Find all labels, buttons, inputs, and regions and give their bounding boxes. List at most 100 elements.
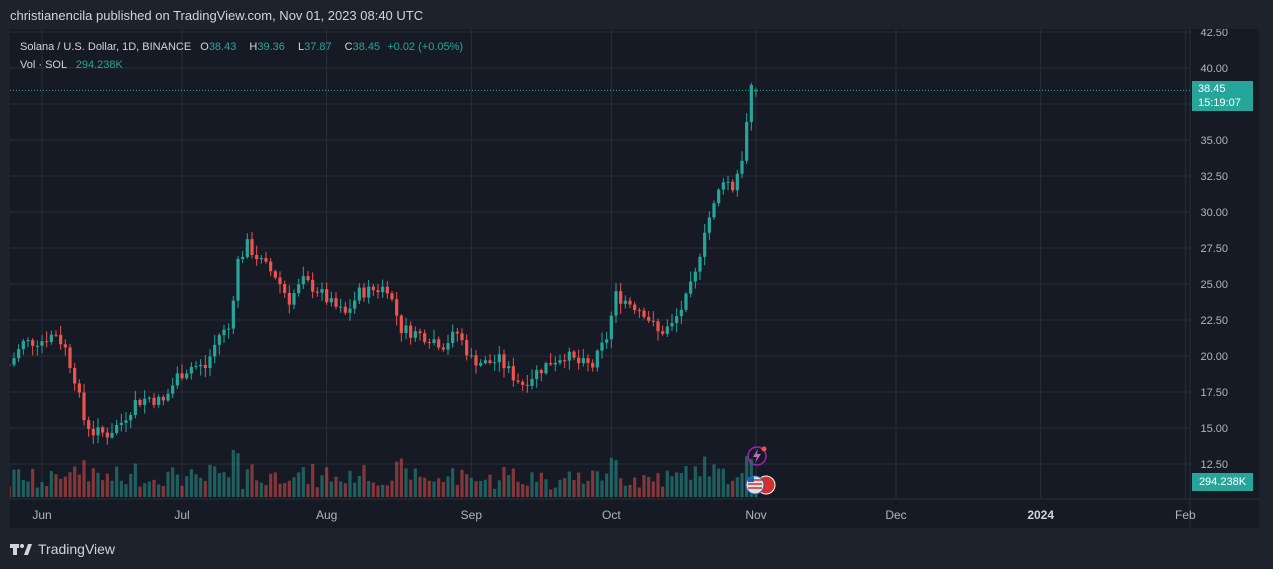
candle-body — [549, 363, 553, 365]
candle-body — [362, 287, 366, 298]
volume-bar — [343, 483, 347, 497]
lightning-event-icon — [747, 446, 767, 466]
candle-body — [698, 256, 702, 272]
candle-body — [73, 367, 77, 384]
candle-body — [693, 271, 697, 282]
volume-bar — [591, 470, 595, 497]
volume-bar — [432, 481, 436, 497]
price-chart[interactable]: 12.50 15.00 17.50 20.00 22.50 25.00 27.50 30.00… — [10, 29, 1259, 528]
x-tick-label: 2024 — [1027, 508, 1054, 522]
candle-body — [77, 383, 81, 393]
candle-body — [297, 284, 301, 294]
volume-bar — [497, 480, 501, 497]
volume-bar — [689, 479, 693, 497]
candle-body — [292, 293, 296, 305]
volume-bar — [675, 472, 679, 497]
candle-body — [124, 420, 128, 423]
high-label: H — [249, 41, 258, 53]
volume-bar — [273, 472, 277, 497]
candle-body — [343, 306, 347, 313]
candle-body — [586, 358, 590, 363]
volume-bar — [101, 480, 105, 497]
y-tick-label: 20.00 — [1200, 351, 1228, 363]
candle-body — [259, 258, 263, 260]
candle-body — [101, 427, 105, 433]
volume-bar — [311, 464, 315, 497]
volume-label[interactable]: Vol · SOL — [20, 59, 67, 71]
footer-brand[interactable]: TradingView — [38, 541, 116, 557]
volume-bar — [45, 486, 49, 497]
volume-bar — [670, 476, 674, 497]
candle-body — [413, 331, 417, 338]
volume-bar — [465, 474, 469, 497]
volume-bar — [586, 480, 590, 497]
volume-bar — [87, 481, 91, 497]
volume-bar — [493, 488, 497, 497]
volume-bar — [469, 477, 473, 497]
candle-body — [735, 173, 739, 191]
volume-bar — [77, 474, 81, 497]
volume-bar — [166, 471, 170, 497]
volume-bar — [395, 461, 399, 497]
candle-body — [553, 362, 557, 365]
candle-body — [656, 321, 660, 332]
candle-body — [623, 300, 627, 304]
x-tick-label: Aug — [316, 508, 337, 522]
volume-bar — [12, 469, 16, 497]
candle-body — [642, 310, 646, 317]
volume-bar — [124, 484, 128, 497]
candle-body — [213, 344, 217, 357]
volume-bar — [553, 487, 557, 497]
volume-bar — [82, 460, 86, 497]
candle-body — [194, 366, 198, 368]
volume-bar — [241, 488, 245, 497]
volume-value: 294.238K — [75, 59, 123, 71]
volume-bar — [250, 464, 254, 497]
chart-frame[interactable]: 12.50 15.00 17.50 20.00 22.50 25.00 27.50 30.00… — [10, 29, 1259, 528]
candle-body — [227, 328, 231, 330]
candle-body — [199, 364, 203, 367]
flag-canton — [748, 477, 754, 482]
candle-body — [119, 422, 123, 425]
candle-body — [348, 308, 352, 313]
volume-bar — [474, 481, 478, 497]
symbol-label[interactable]: Solana / U.S. Dollar, 1D, BINANCE — [20, 41, 192, 53]
volume-bar — [171, 467, 175, 497]
volume-bar — [413, 468, 417, 497]
candle-body — [45, 341, 49, 343]
candle-body — [474, 355, 478, 366]
volume-bar — [31, 468, 35, 497]
candlesticks — [10, 82, 758, 445]
volume-bar — [619, 478, 623, 497]
candle-body — [315, 291, 319, 293]
candle-body — [600, 342, 604, 351]
grid-lines — [10, 29, 1259, 528]
volume-bar — [623, 485, 627, 497]
candle-body — [525, 384, 529, 386]
candle-body — [353, 300, 357, 309]
price-axis: 12.50 15.00 17.50 20.00 22.50 25.00 27.50 30.00… — [1200, 29, 1228, 471]
volume-bar — [544, 479, 548, 497]
volume-bar — [245, 469, 249, 497]
close-label: C — [344, 41, 353, 53]
volume-bar — [567, 471, 571, 497]
candle-body — [339, 306, 343, 308]
volume-bar — [483, 479, 487, 497]
y-tick-label: 32.50 — [1200, 171, 1228, 183]
volume-bar — [129, 473, 133, 497]
candle-body — [633, 304, 637, 311]
low-label: L — [297, 41, 305, 53]
candle-body — [469, 355, 473, 357]
candle-body — [175, 373, 179, 386]
candle-body — [567, 351, 571, 361]
candle-body — [726, 181, 730, 183]
candle-body — [40, 341, 44, 346]
candle-body — [236, 258, 240, 301]
candle-body — [497, 354, 501, 363]
candle-body — [502, 354, 506, 369]
volume-bar — [222, 472, 226, 497]
volume-bar — [143, 483, 147, 497]
volume-bar — [679, 473, 683, 497]
volume-bar — [507, 475, 511, 497]
candle-body — [133, 400, 137, 415]
